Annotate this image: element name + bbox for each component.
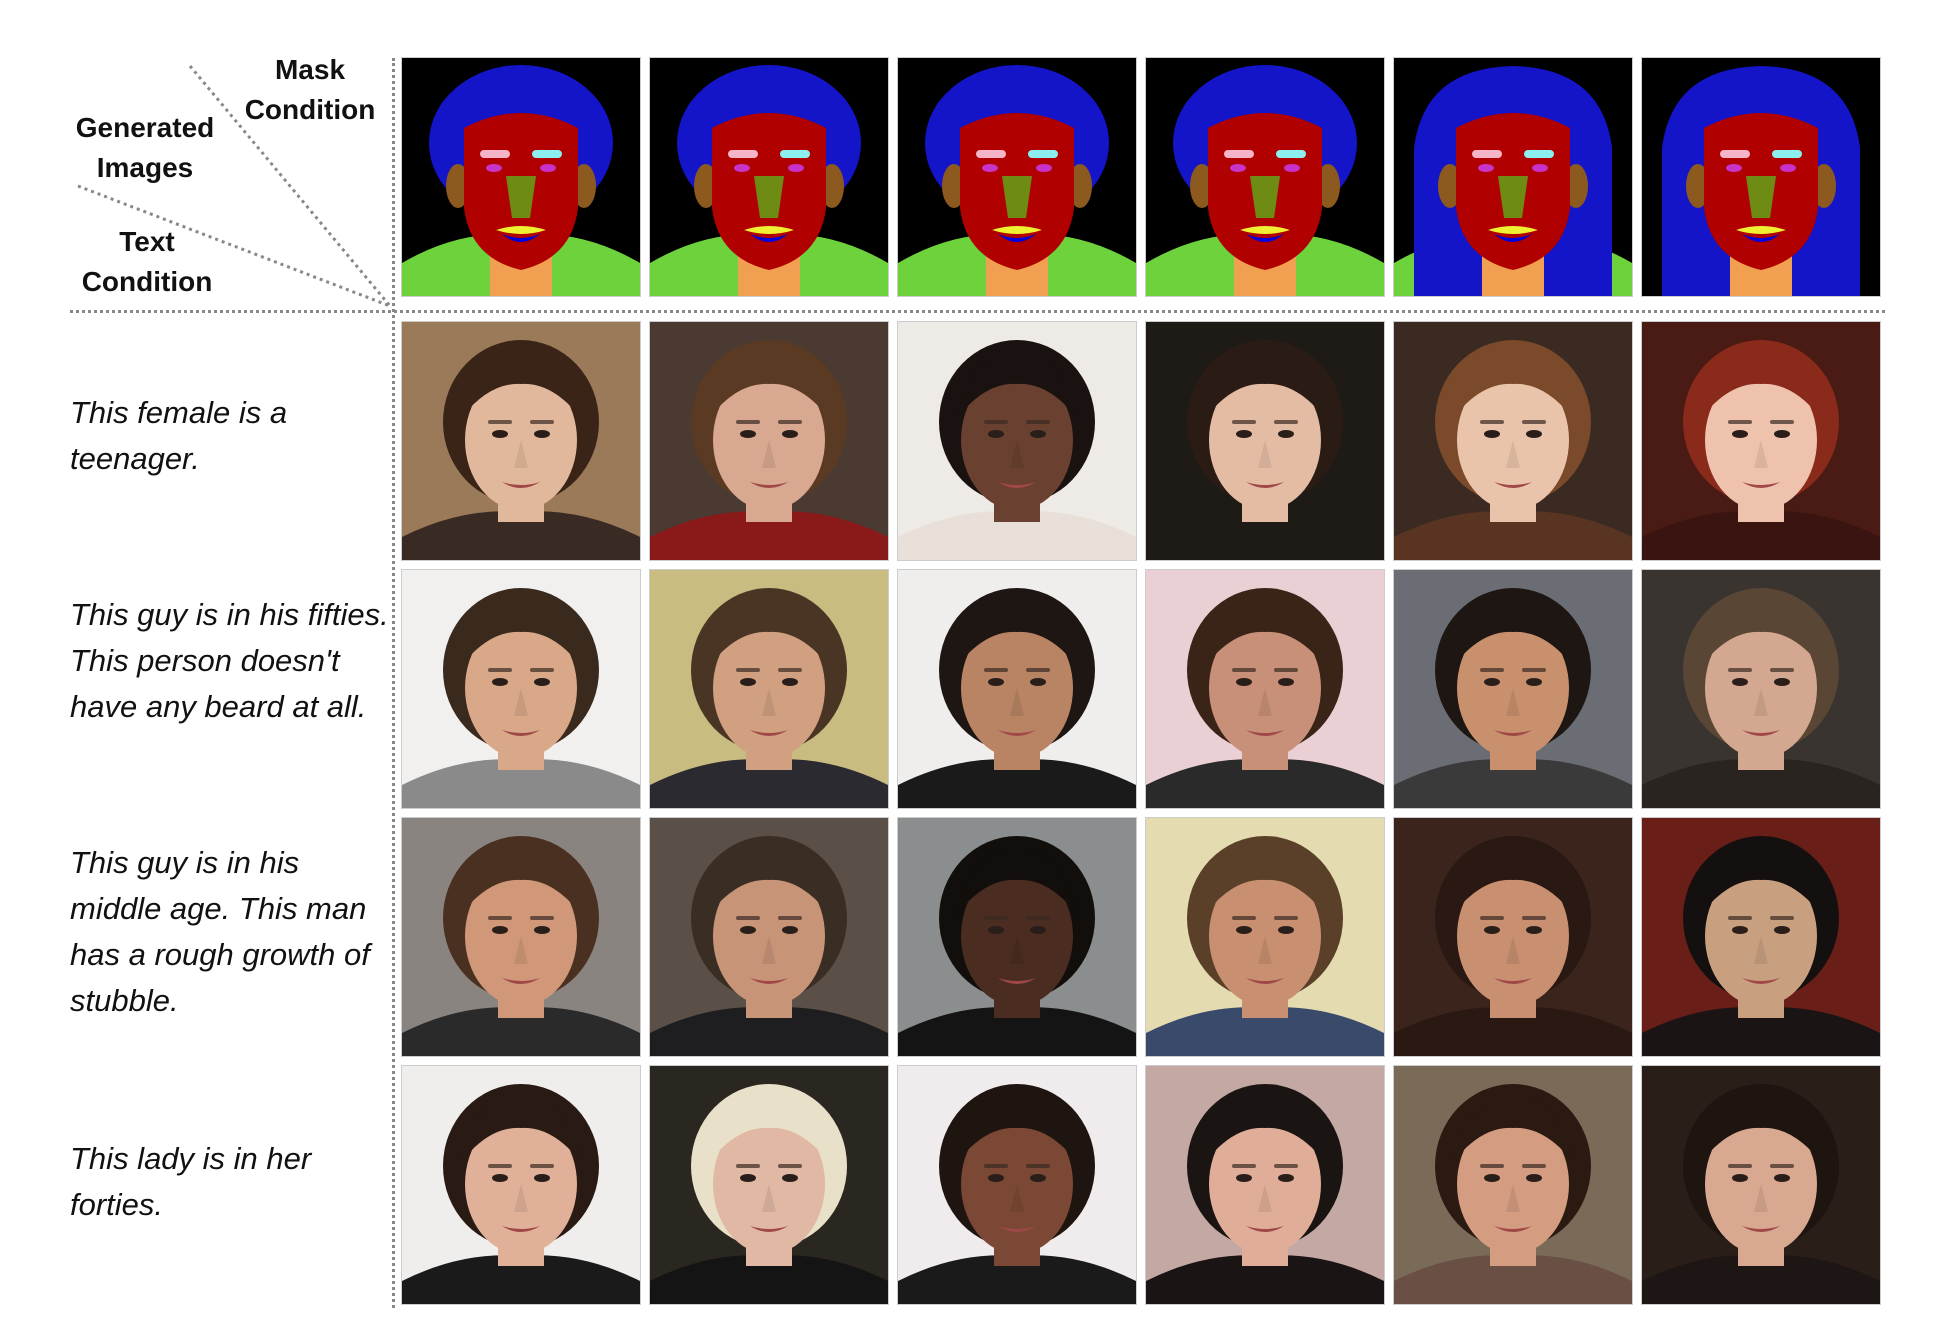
generated-face-image	[1146, 570, 1384, 808]
generated-face-image	[402, 818, 640, 1056]
mask-condition-image	[898, 58, 1136, 296]
mask-condition-line-2: Condition	[244, 94, 376, 125]
mask-condition-image	[650, 58, 888, 296]
generated-face-image	[1394, 322, 1632, 560]
mask-condition-line-1: Mask	[274, 54, 346, 85]
header-diagonal-lines	[77, 65, 392, 308]
generated-face-image	[1642, 818, 1880, 1056]
diagonal-line-lower	[77, 184, 391, 308]
diagonal-line-upper	[188, 65, 392, 307]
generated-face-image	[898, 322, 1136, 560]
mask-condition-image	[1146, 58, 1384, 296]
generated-images-line-2: Images	[96, 152, 194, 183]
generated-face-image	[650, 818, 888, 1056]
mask-condition-label: Mask Condition	[230, 50, 390, 130]
generated-face-image	[1146, 322, 1384, 560]
mask-condition-image	[1642, 58, 1880, 296]
row-4-caption: This lady is in her forties.	[70, 1141, 312, 1222]
generated-face-image	[898, 818, 1136, 1056]
mask-condition-image	[402, 58, 640, 296]
generated-face-image	[1146, 818, 1384, 1056]
generated-images-line-1: Generated	[75, 112, 215, 143]
generated-face-image	[402, 1066, 640, 1304]
generated-face-image	[650, 570, 888, 808]
vertical-divider	[392, 58, 395, 1308]
horizontal-divider	[70, 310, 1885, 313]
generated-face-image	[898, 570, 1136, 808]
row-3-caption: This guy is in his middle age. This man …	[70, 845, 370, 1018]
mask-condition-image	[1394, 58, 1632, 296]
row-2-caption: This guy is in his fifties. This person …	[70, 597, 389, 724]
generated-face-image	[1394, 1066, 1632, 1304]
generated-face-image	[898, 1066, 1136, 1304]
text-condition-line-2: Condition	[81, 266, 213, 297]
generated-images-label: Generated Images	[60, 108, 230, 188]
generated-face-image	[1394, 818, 1632, 1056]
text-condition-label: Text Condition	[72, 222, 222, 302]
generated-face-image	[402, 322, 640, 560]
generated-face-image	[650, 322, 888, 560]
generated-face-image	[1642, 322, 1880, 560]
text-condition-line-1: Text	[119, 226, 175, 257]
row-1-caption: This female is a teenager.	[70, 395, 288, 476]
generated-face-image	[1642, 570, 1880, 808]
generated-face-image	[1394, 570, 1632, 808]
generated-face-image	[650, 1066, 888, 1304]
generated-face-image	[1642, 1066, 1880, 1304]
generated-face-image	[1146, 1066, 1384, 1304]
generated-face-image	[402, 570, 640, 808]
